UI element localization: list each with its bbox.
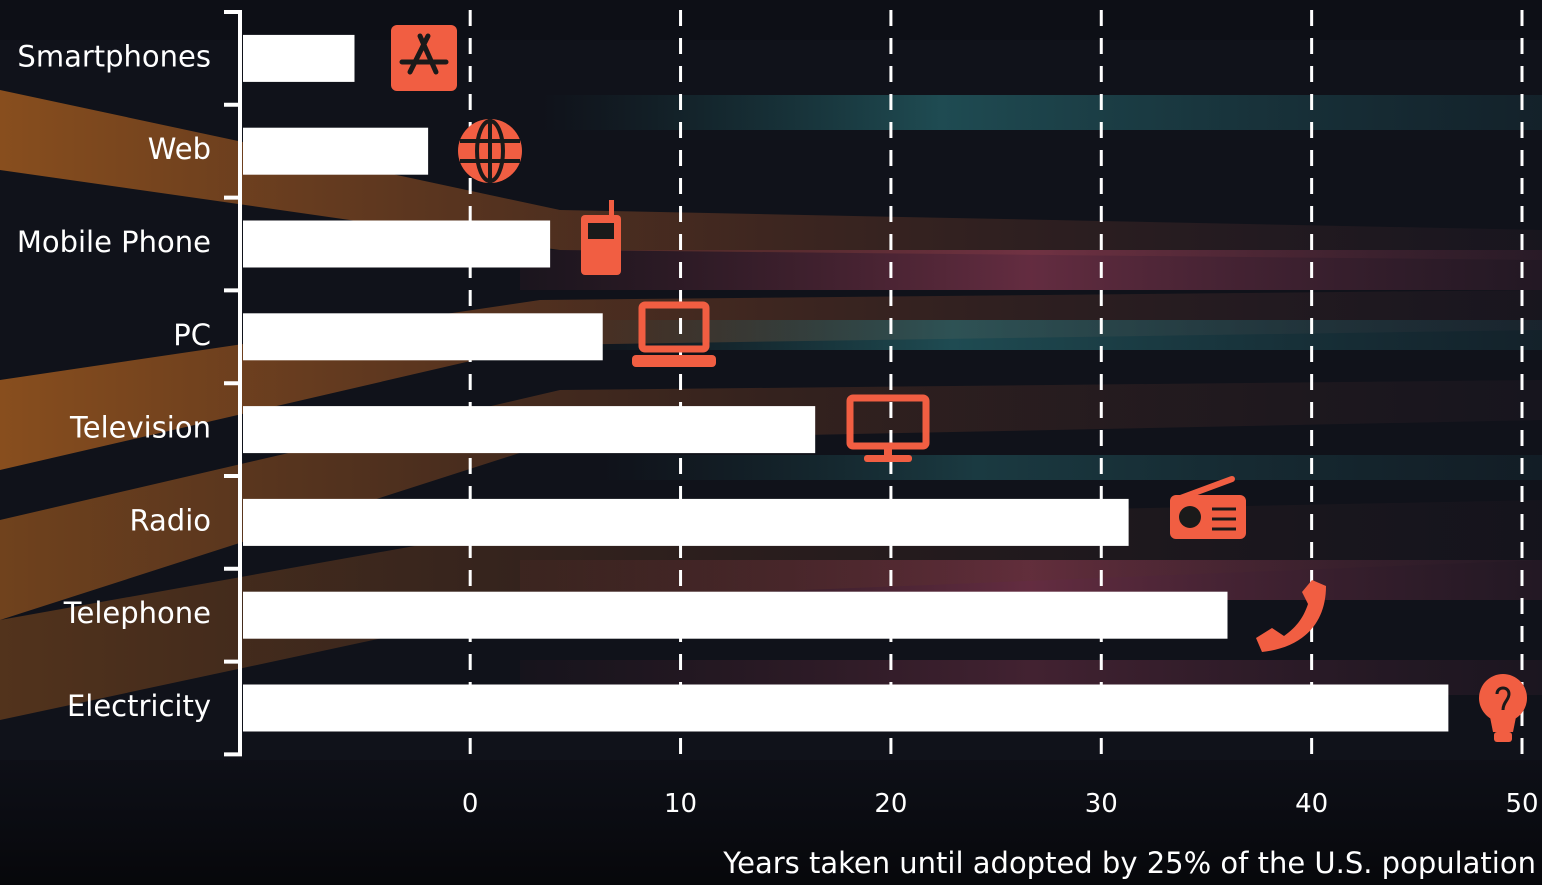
category-label: PC: [173, 318, 211, 352]
x-tick-label: 40: [1295, 789, 1328, 819]
lightbulb-icon: [1479, 674, 1527, 742]
app-store-icon: [391, 25, 457, 91]
x-tick-labels: 0 10 20 30 40 50: [462, 789, 1539, 819]
category-label: Mobile Phone: [17, 225, 211, 259]
gridlines: [468, 10, 1524, 756]
bar-smartphones: [243, 34, 355, 82]
bar-pc: [243, 313, 603, 361]
x-axis-label: Years taken until adopted by 25% of the …: [722, 846, 1536, 880]
x-tick-label: 30: [1085, 789, 1118, 819]
category-label: Telephone: [63, 596, 211, 630]
x-tick-label: 20: [874, 789, 907, 819]
bar-electricity: [243, 684, 1449, 732]
x-tick-label: 10: [664, 789, 697, 819]
bar-telephone: [243, 591, 1228, 639]
radio-icon: [1170, 476, 1246, 539]
x-tick-label: 50: [1505, 789, 1538, 819]
y-axis-bracket: [224, 10, 242, 757]
category-label: Radio: [130, 503, 212, 537]
category-icons: [391, 25, 1527, 742]
bar-mobile-phone: [243, 220, 551, 268]
bar-web: [243, 127, 429, 175]
x-tick-label: 0: [462, 789, 479, 819]
category-label: Smartphones: [17, 39, 211, 73]
bar-television: [243, 406, 816, 454]
laptop-icon: [632, 301, 716, 367]
television-icon: [846, 394, 930, 462]
mobile-phone-icon: [581, 200, 621, 275]
globe-icon: [458, 119, 522, 183]
telephone-icon: [1256, 580, 1326, 652]
bars: [243, 34, 1449, 732]
category-label: Television: [69, 411, 211, 445]
category-label: Electricity: [67, 689, 211, 723]
category-labels: Smartphones Web Mobile Phone PC Television Ra…: [17, 39, 211, 723]
bar-radio: [243, 498, 1129, 546]
category-label: Web: [148, 132, 211, 166]
